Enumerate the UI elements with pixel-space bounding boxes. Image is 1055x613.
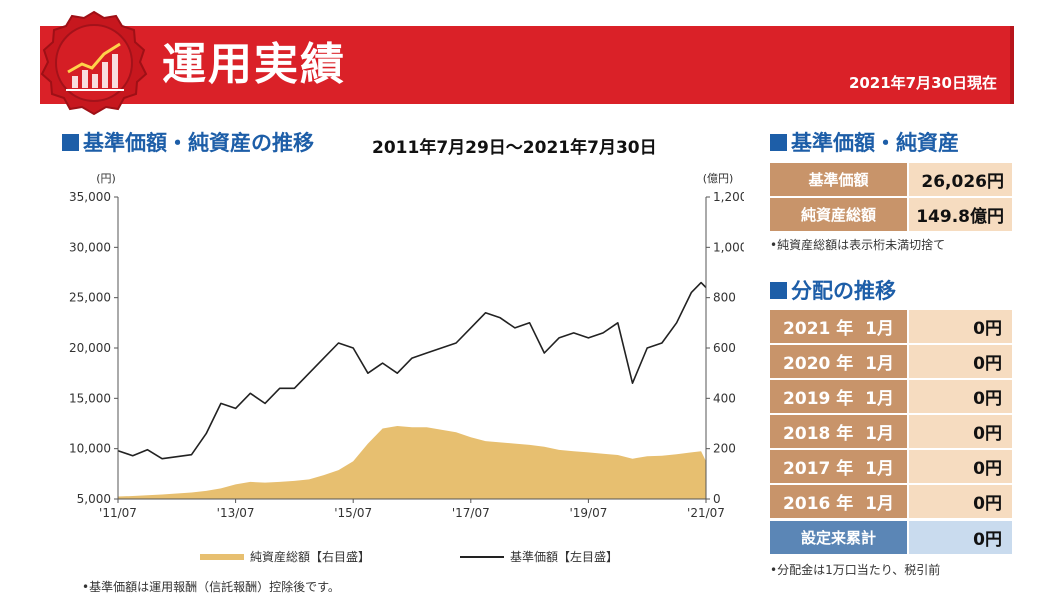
right-tick-label: 200 (713, 442, 736, 456)
page-title: 運用実績 (162, 39, 346, 90)
left-tick-label: 15,000 (69, 391, 111, 405)
left-tick-label: 5,000 (77, 492, 111, 506)
distribution-amount: 0円 (909, 380, 1012, 413)
nav-chart: (円) (億円) 5,000 10,000 15,000 20,000 25,000 30… (69, 172, 744, 520)
chart-period: 2011年7月29日～2021年7月30日 (372, 138, 657, 158)
net-assets-value: 149.8億円 (909, 198, 1012, 231)
x-tick-label: '21/07 (687, 506, 725, 520)
distribution-amount: 0円 (909, 415, 1012, 448)
chart-section-heading: 基準価額・純資産の推移 (62, 130, 314, 156)
chart-note: •基準価額は運用報酬（信託報酬）控除後です。 (82, 580, 340, 594)
distribution-section-heading: 分配の推移 (770, 278, 896, 304)
summary-note: •純資産総額は表示桁未満切捨て (770, 238, 946, 252)
x-tick-label: '19/07 (569, 506, 607, 520)
legend-asset: 純資産総額【右目盛】 (200, 548, 370, 565)
heading-square-icon (770, 282, 787, 299)
heading-square-icon (62, 134, 79, 151)
distribution-row: 2017 年 1月 0円 (770, 450, 1012, 483)
x-tick-label: '15/07 (334, 506, 372, 520)
legend-nav: 基準価額【左目盛】 (460, 548, 618, 565)
distribution-amount: 0円 (909, 485, 1012, 518)
distribution-date: 2020 年 1月 (770, 345, 907, 378)
right-tick-label: 0 (713, 492, 721, 506)
distribution-date: 2019 年 1月 (770, 380, 907, 413)
distribution-date: 2017 年 1月 (770, 450, 907, 483)
right-tick-label: 600 (713, 341, 736, 355)
net-assets-label: 純資産総額 (770, 198, 907, 231)
right-axis-unit: (億円) (703, 172, 734, 185)
left-tick-label: 25,000 (69, 291, 111, 305)
distribution-total-row: 設定来累計 0円 (770, 521, 1012, 554)
net-assets-row: 純資産総額 149.8億円 (770, 198, 1012, 231)
legend-line-swatch (460, 555, 504, 558)
right-tick-label: 1,000 (713, 240, 744, 254)
right-tick-label: 400 (713, 391, 736, 405)
distribution-date: 2016 年 1月 (770, 485, 907, 518)
heading-square-icon (770, 134, 787, 151)
distribution-row: 2016 年 1月 0円 (770, 485, 1012, 518)
right-tick-label: 1,200 (713, 190, 744, 204)
nav-row: 基準価額 26,026円 (770, 163, 1012, 196)
left-tick-label: 35,000 (69, 190, 111, 204)
distribution-total-value: 0円 (909, 521, 1012, 554)
distribution-row: 2021 年 1月 0円 (770, 310, 1012, 343)
x-tick-label: '11/07 (99, 506, 137, 520)
x-tick-label: '17/07 (452, 506, 490, 520)
distribution-amount: 0円 (909, 450, 1012, 483)
summary-section-heading: 基準価額・純資産 (770, 130, 959, 156)
header-band (40, 26, 1014, 104)
distribution-total-label: 設定来累計 (770, 521, 907, 554)
chart-seal-icon (40, 10, 148, 116)
distribution-amount: 0円 (909, 310, 1012, 343)
left-tick-label: 10,000 (69, 442, 111, 456)
left-tick-label: 20,000 (69, 341, 111, 355)
left-axis-unit: (円) (96, 172, 116, 185)
right-tick-label: 800 (713, 291, 736, 305)
x-tick-label: '13/07 (217, 506, 255, 520)
as-of-date: 2021年7月30日現在 (848, 74, 997, 92)
distribution-row: 2020 年 1月 0円 (770, 345, 1012, 378)
distribution-amount: 0円 (909, 345, 1012, 378)
nav-line (117, 281, 707, 460)
distribution-note: •分配金は1万口当たり、税引前 (770, 563, 941, 577)
distribution-date: 2018 年 1月 (770, 415, 907, 448)
legend-area-swatch (200, 553, 244, 560)
nav-label: 基準価額 (770, 163, 907, 196)
left-tick-label: 30,000 (69, 240, 111, 254)
net-assets-area (118, 426, 706, 499)
distribution-date: 2021 年 1月 (770, 310, 907, 343)
distribution-row: 2019 年 1月 0円 (770, 380, 1012, 413)
nav-value: 26,026円 (909, 163, 1012, 196)
distribution-row: 2018 年 1月 0円 (770, 415, 1012, 448)
